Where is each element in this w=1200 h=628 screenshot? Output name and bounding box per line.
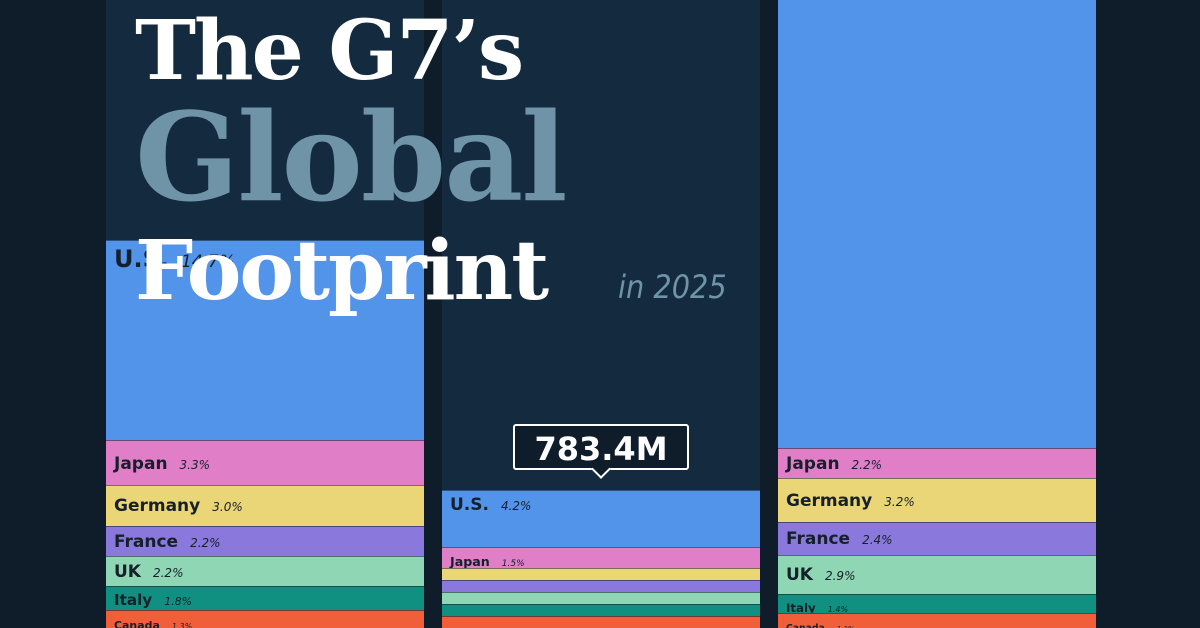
bar-segment-3-germany: Germany 3.2% xyxy=(778,478,1096,522)
country-name: Germany xyxy=(114,496,201,517)
bar-label-3-germany: Germany 3.2% xyxy=(786,491,915,511)
country-name: U.S. xyxy=(450,495,489,516)
country-name: Germany xyxy=(786,490,873,511)
bar-segment-2-germany xyxy=(442,567,760,580)
country-name: Japan xyxy=(114,453,168,474)
bar-segment-2-italy xyxy=(442,604,760,616)
bar-segment-2-canada xyxy=(442,616,760,628)
bar-label-1-japan: Japan 3.3% xyxy=(114,454,210,474)
country-name: Italy xyxy=(114,590,153,609)
share-percent: 1.5% xyxy=(501,558,525,568)
bar-label-1-uk: UK 2.2% xyxy=(114,562,183,582)
bar-label-3-canada: Canada 1.1% xyxy=(786,616,855,628)
bar-label-1-germany: Germany 3.0% xyxy=(114,496,243,516)
bar-label-1-italy: Italy 1.8% xyxy=(114,590,192,609)
country-name: UK xyxy=(114,561,141,582)
share-percent: 1.3% xyxy=(171,621,193,628)
bar-label-3-france: France 2.4% xyxy=(786,529,893,549)
country-name: UK xyxy=(786,565,813,586)
bar-label-3-uk: UK 2.9% xyxy=(786,565,855,585)
bar-segment-3-uk: UK 2.9% xyxy=(778,554,1096,594)
bar-label-1-france: France 2.2% xyxy=(114,532,221,552)
bar-segment-3-canada: Canada 1.1% xyxy=(778,613,1096,628)
share-percent: 1.1% xyxy=(837,625,855,628)
country-name: Canada xyxy=(786,623,825,628)
bar-segment-3-italy: Italy 1.4% xyxy=(778,594,1096,614)
bar-segment-2-france xyxy=(442,580,760,592)
bar-label-3-japan: Japan 2.2% xyxy=(786,454,882,474)
share-percent: 1.4% xyxy=(827,605,849,614)
bar-segment-2-japan: Japan 1.5% xyxy=(442,547,760,568)
bar-label-2-us: U.S. 4.2% xyxy=(450,495,531,515)
share-percent: 2.9% xyxy=(824,569,856,584)
bar-segment-2-uk xyxy=(442,592,760,604)
bar-segment-1-canada: Canada 1.3% xyxy=(106,610,424,628)
title-suffix: in 2025 xyxy=(618,268,727,306)
title-line-1: The G7’s xyxy=(135,3,524,99)
bar-label-1-canada: Canada 1.3% xyxy=(114,614,192,628)
total-callout-2: 783.4M xyxy=(513,424,689,471)
bar-segment-3-france: France 2.4% xyxy=(778,521,1096,555)
country-name: France xyxy=(786,529,851,550)
country-name: Japan xyxy=(450,553,490,568)
share-percent: 2.2% xyxy=(190,535,221,550)
country-name: Japan xyxy=(786,454,840,475)
bar-segment-1-us: U.S. 14.7% xyxy=(106,240,424,441)
bar-segment-1-uk: UK 2.2% xyxy=(106,555,424,586)
share-percent: 3.2% xyxy=(884,494,915,509)
country-name: Canada xyxy=(114,618,160,628)
bar-segment-3-japan: Japan 2.2% xyxy=(778,448,1096,479)
bar-segment-1-japan: Japan 3.3% xyxy=(106,440,424,486)
share-percent: 2.4% xyxy=(862,533,893,548)
country-name: Italy xyxy=(786,601,816,614)
bar-label-2-japan: Japan 1.5% xyxy=(450,551,525,568)
share-percent: 3.3% xyxy=(179,457,211,472)
country-name: U.S. xyxy=(114,245,170,274)
bar-segment-1-germany: Germany 3.0% xyxy=(106,485,424,526)
bar-label-1-us: U.S. 14.7% xyxy=(114,245,235,273)
share-percent: 2.2% xyxy=(152,565,184,580)
share-percent: 2.2% xyxy=(851,458,883,473)
share-percent: 1.8% xyxy=(164,594,193,608)
bar-segment-1-italy: Italy 1.8% xyxy=(106,585,424,611)
bar-segment-1-france: France 2.2% xyxy=(106,526,424,556)
title-line-3: Footprint xyxy=(135,223,549,319)
bar-segment-3-us: U.S.36.2% xyxy=(778,0,1096,449)
bar-label-3-italy: Italy 1.4% xyxy=(786,597,848,613)
country-name: France xyxy=(114,531,179,552)
share-percent: 14.7% xyxy=(181,252,236,273)
title-line-2: Global xyxy=(135,85,568,229)
share-percent: 4.2% xyxy=(500,499,532,514)
share-percent: 3.0% xyxy=(212,500,243,515)
bar-segment-2-us: U.S. 4.2% xyxy=(442,490,760,548)
